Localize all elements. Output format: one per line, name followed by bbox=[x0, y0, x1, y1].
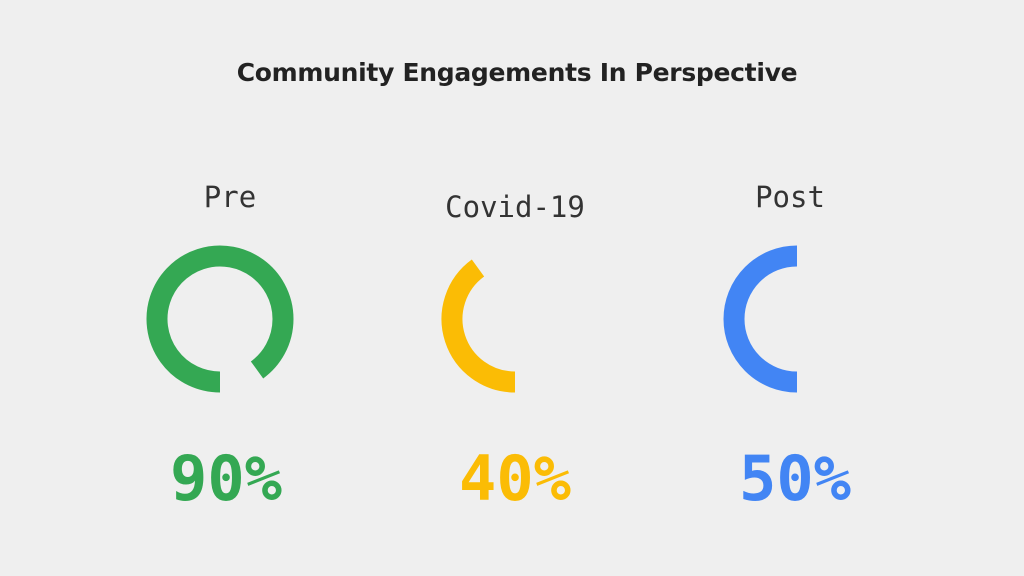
label-pre: Pre bbox=[203, 180, 257, 214]
label-post: Post bbox=[755, 180, 825, 214]
ring-arc-post bbox=[723, 245, 798, 393]
label-covid-19: Covid-19 bbox=[445, 190, 585, 224]
value-label-pre: 90% bbox=[170, 442, 282, 515]
ring-arc-covid-19 bbox=[441, 259, 516, 393]
value-label-post: 50% bbox=[739, 442, 851, 515]
value-label-covid-19: 40% bbox=[459, 442, 571, 515]
ring-arc-pre bbox=[146, 245, 294, 393]
chart-title: Community Engagements In Perspective bbox=[236, 58, 798, 87]
